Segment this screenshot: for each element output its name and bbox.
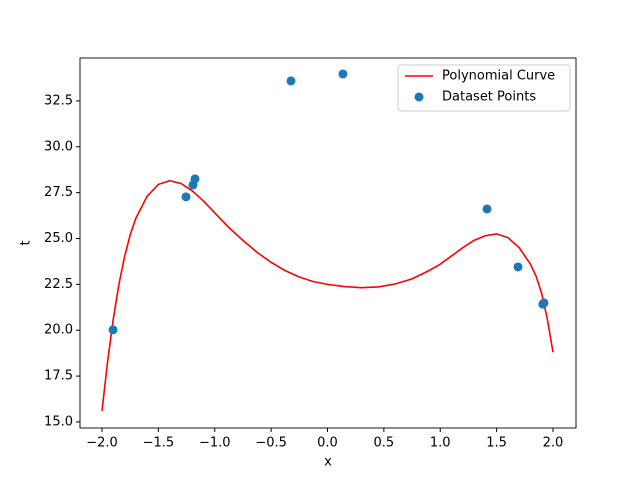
x-tick-label: −1.5: [143, 436, 175, 451]
x-tick-label: 1.5: [486, 436, 507, 451]
point: [482, 204, 492, 214]
legend-marker: [414, 92, 424, 102]
y-axis-label: t: [19, 240, 34, 245]
point: [190, 174, 200, 184]
point: [338, 69, 348, 79]
x-tick-label: −1.0: [199, 436, 231, 451]
y-tick-label: 27.5: [44, 185, 73, 200]
y-tick-label: 17.5: [44, 369, 73, 384]
legend-label: Polynomial Curve: [442, 69, 555, 84]
x-tick-label: 0.0: [317, 436, 338, 451]
point: [181, 192, 191, 202]
y-tick-label: 32.5: [44, 93, 73, 108]
plot-frame: [79, 57, 577, 429]
curve: [101, 179, 554, 412]
y-tick-label: 15.0: [44, 414, 73, 429]
point: [538, 299, 548, 309]
point: [286, 76, 296, 86]
x-tick-label: −2.0: [86, 436, 118, 451]
point: [513, 262, 523, 272]
legend-label: Dataset Points: [442, 90, 536, 105]
y-tick-label: 25.0: [44, 231, 73, 246]
y-tick-label: 22.5: [44, 277, 73, 292]
x-tick-label: 2.0: [543, 436, 564, 451]
x-tick-label: 0.5: [374, 436, 395, 451]
x-tick-label: −0.5: [255, 436, 287, 451]
legend-box: [397, 64, 571, 112]
y-tick-label: 30.0: [44, 139, 73, 154]
x-axis-label: x: [324, 455, 332, 470]
y-tick-label: 20.0: [44, 323, 73, 338]
point: [108, 325, 118, 335]
x-tick-label: 1.0: [430, 436, 451, 451]
